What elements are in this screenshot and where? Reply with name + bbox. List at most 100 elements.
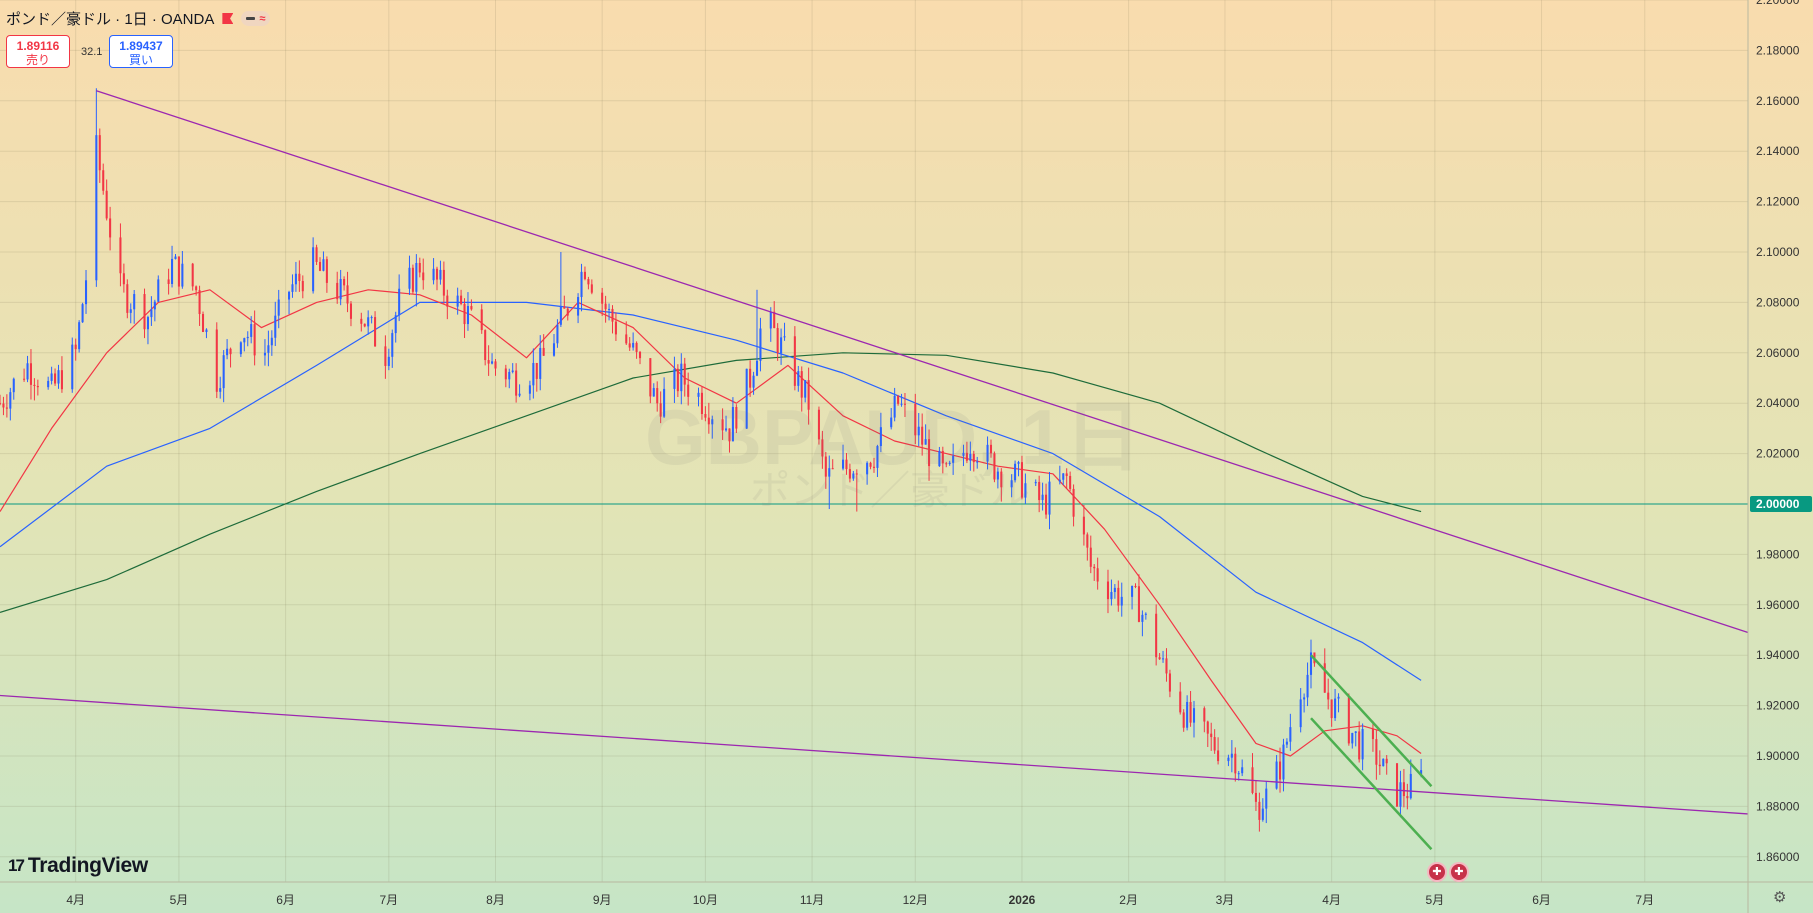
candle-body [1014, 463, 1017, 481]
candle-body [349, 303, 353, 319]
candle-body [656, 388, 659, 404]
candle-body [828, 468, 831, 477]
candle-body [900, 403, 903, 405]
candle-body [852, 473, 855, 479]
candle-body [855, 473, 858, 475]
candle-body [745, 368, 748, 429]
candle-body [1361, 729, 1364, 760]
candle-body [604, 303, 607, 310]
candle-body [749, 368, 752, 388]
candle-body [370, 317, 373, 319]
candle-body [1371, 729, 1374, 740]
price-tick-label: 2.02000 [1756, 447, 1800, 461]
price-tick-label: 2.06000 [1756, 346, 1800, 360]
minus-icon [246, 17, 256, 20]
candle-body [556, 324, 559, 344]
candle-body [711, 419, 714, 425]
candle-body [1162, 658, 1165, 660]
candle-body [687, 384, 690, 397]
key-level-badge [1750, 496, 1812, 512]
sell-button[interactable]: 1.89116 売り [6, 35, 70, 68]
channel-line[interactable] [1310, 717, 1433, 851]
candle-body [590, 284, 593, 293]
candle-body [98, 135, 101, 171]
candle-body [1210, 733, 1213, 738]
candle-body [993, 453, 996, 480]
candle-body [638, 351, 642, 359]
channel-line[interactable] [1310, 654, 1433, 788]
candle-body [494, 361, 497, 369]
indicator-toggle[interactable]: ≈ [241, 11, 271, 26]
ma-mid-line [0, 301, 1422, 681]
price-tick-label: 2.20000 [1756, 0, 1800, 7]
wave-icon: ≈ [259, 12, 266, 25]
candle-body [845, 459, 848, 470]
drawings[interactable] [0, 90, 1749, 851]
tradingview-logo[interactable]: 17 TradingView [8, 854, 148, 878]
price-tick-label: 2.14000 [1756, 144, 1800, 158]
candle-body [1237, 773, 1240, 775]
candle-body [1186, 701, 1189, 728]
candle-body [446, 295, 449, 307]
grid [0, 0, 1748, 882]
price-tick-label: 1.90000 [1756, 749, 1800, 763]
time-tick-label: 8月 [486, 893, 505, 907]
time-axis[interactable]: 4月 5月 6月 7月 8月 9月 10月 11月 12月 2026 2月 3月 4月 5月 6月 7月 [0, 881, 1813, 907]
candle-body [33, 384, 36, 386]
candle-body [198, 290, 201, 315]
candle-body [460, 295, 463, 304]
candle-body [415, 262, 418, 292]
candle-body [559, 306, 562, 325]
candle-body [996, 471, 999, 480]
candle-body [1179, 691, 1182, 713]
candle-body [315, 247, 318, 262]
candle-body [1165, 658, 1168, 674]
uk-flag-event-icon[interactable]: ✚ [1449, 862, 1469, 882]
candle-body [374, 317, 377, 347]
candle-body [102, 170, 105, 191]
candle-body [879, 427, 882, 447]
candle-body [511, 370, 514, 372]
economic-events[interactable]: ✚ ✚ [1427, 862, 1469, 882]
candle-body [288, 291, 291, 300]
candle-body [577, 297, 580, 316]
candle-body [205, 329, 208, 333]
candle-body [1086, 534, 1089, 548]
buy-button[interactable]: 1.89437 買い [109, 35, 173, 68]
symbol-title[interactable]: ポンド／豪ドル · 1日 · OANDA [6, 11, 215, 28]
candle-body [484, 330, 487, 361]
candle-body [725, 428, 728, 431]
uk-flag-event-icon[interactable]: ✚ [1427, 862, 1447, 882]
trendline-upper[interactable] [96, 90, 1749, 634]
candle-body [1192, 708, 1196, 723]
candle-body [728, 428, 731, 442]
candle-body [563, 306, 566, 309]
flag-icon[interactable] [222, 13, 234, 24]
candle-body [1038, 481, 1041, 501]
candle-body [367, 317, 370, 327]
price-axis[interactable]: 1.86000 1.88000 1.90000 1.92000 1.94000 1.960… [1747, 0, 1813, 913]
candle-body [1278, 761, 1282, 780]
candle-body [391, 333, 394, 357]
candle-body [491, 361, 494, 364]
candle-body [735, 406, 738, 429]
candle-body [1158, 657, 1161, 660]
candle-body [1275, 761, 1278, 789]
candle-body [1261, 808, 1264, 820]
candle-body [122, 273, 125, 285]
candle-body [697, 392, 700, 397]
candle-body [57, 370, 60, 384]
trendline-lower[interactable] [0, 694, 1749, 815]
gear-icon[interactable]: ⚙ [1773, 889, 1787, 906]
candle-body [456, 295, 459, 307]
candle-body [318, 261, 322, 271]
candle-body [965, 452, 968, 461]
candle-body [1113, 587, 1116, 593]
candle-body [119, 237, 122, 274]
candle-body [1323, 663, 1326, 693]
candle-body [153, 301, 156, 310]
candle-body [755, 360, 759, 376]
candle-body [580, 271, 583, 298]
candle-body [1217, 750, 1220, 762]
